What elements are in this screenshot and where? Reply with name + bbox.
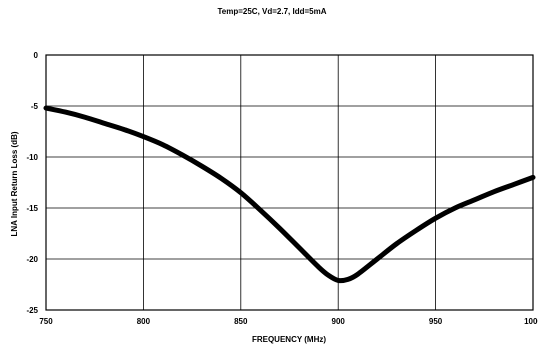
x-axis-title: FREQUENCY (MHz) bbox=[252, 335, 326, 344]
y-tick-label: -20 bbox=[26, 255, 38, 264]
y-tick-label: -5 bbox=[31, 102, 39, 111]
y-tick-label: 0 bbox=[34, 51, 39, 60]
series-layer bbox=[43, 105, 536, 284]
chart-title: Temp=25C, Vd=2.7, Idd=5mA bbox=[217, 7, 326, 16]
x-tick-label: 800 bbox=[137, 317, 151, 326]
y-tick-label: -15 bbox=[26, 204, 38, 213]
y-axis-title: LNA Input Return Loss (dB) bbox=[10, 131, 19, 236]
y-tick-label: -25 bbox=[26, 306, 38, 315]
x-tick-label: 750 bbox=[39, 317, 53, 326]
x-tick-label: 850 bbox=[234, 317, 248, 326]
y-axis: 0 -5 -10 -15 -20 -25 bbox=[26, 51, 38, 315]
grid bbox=[45, 54, 534, 311]
plot-area bbox=[45, 54, 534, 311]
x-tick-label: 900 bbox=[332, 317, 346, 326]
series-line bbox=[43, 105, 536, 284]
y-tick-label: -10 bbox=[26, 153, 38, 162]
x-tick-label: 950 bbox=[429, 317, 443, 326]
